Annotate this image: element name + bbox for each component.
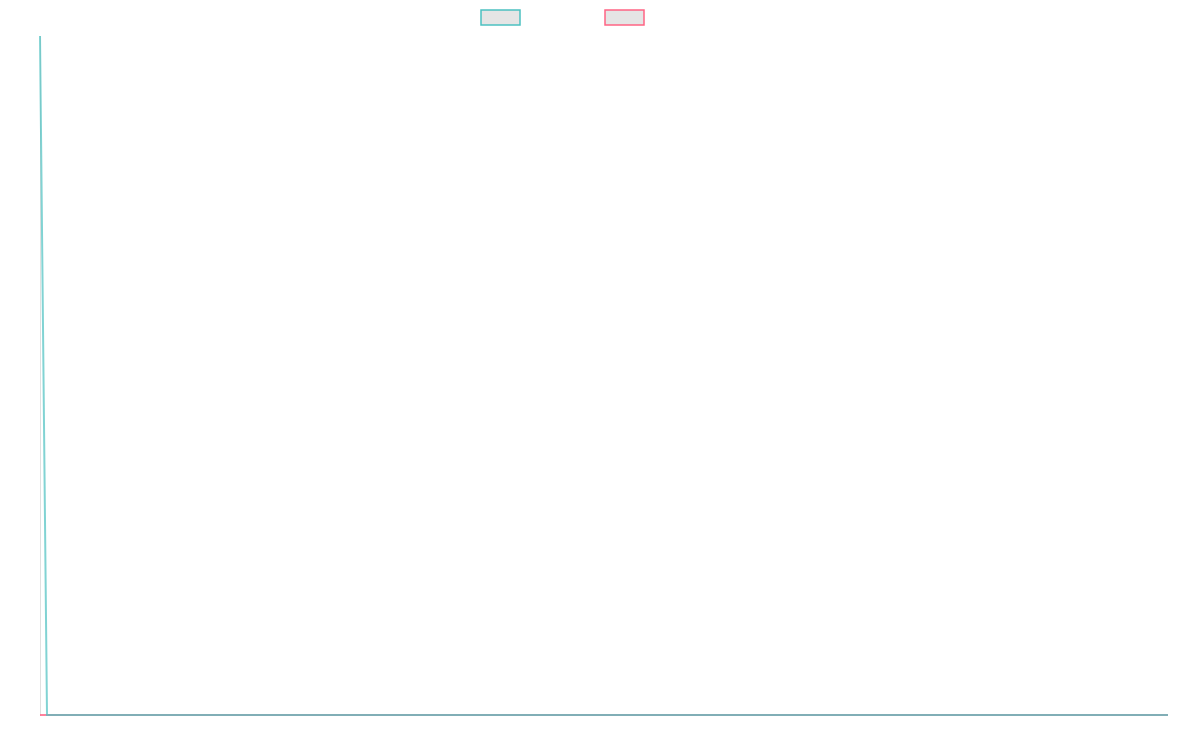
legend-swatch-1[interactable] <box>480 9 521 26</box>
legend-swatch-2[interactable] <box>604 9 645 26</box>
series-line-1 <box>39 35 1168 716</box>
plot-area <box>39 35 1168 716</box>
legend <box>480 9 645 26</box>
